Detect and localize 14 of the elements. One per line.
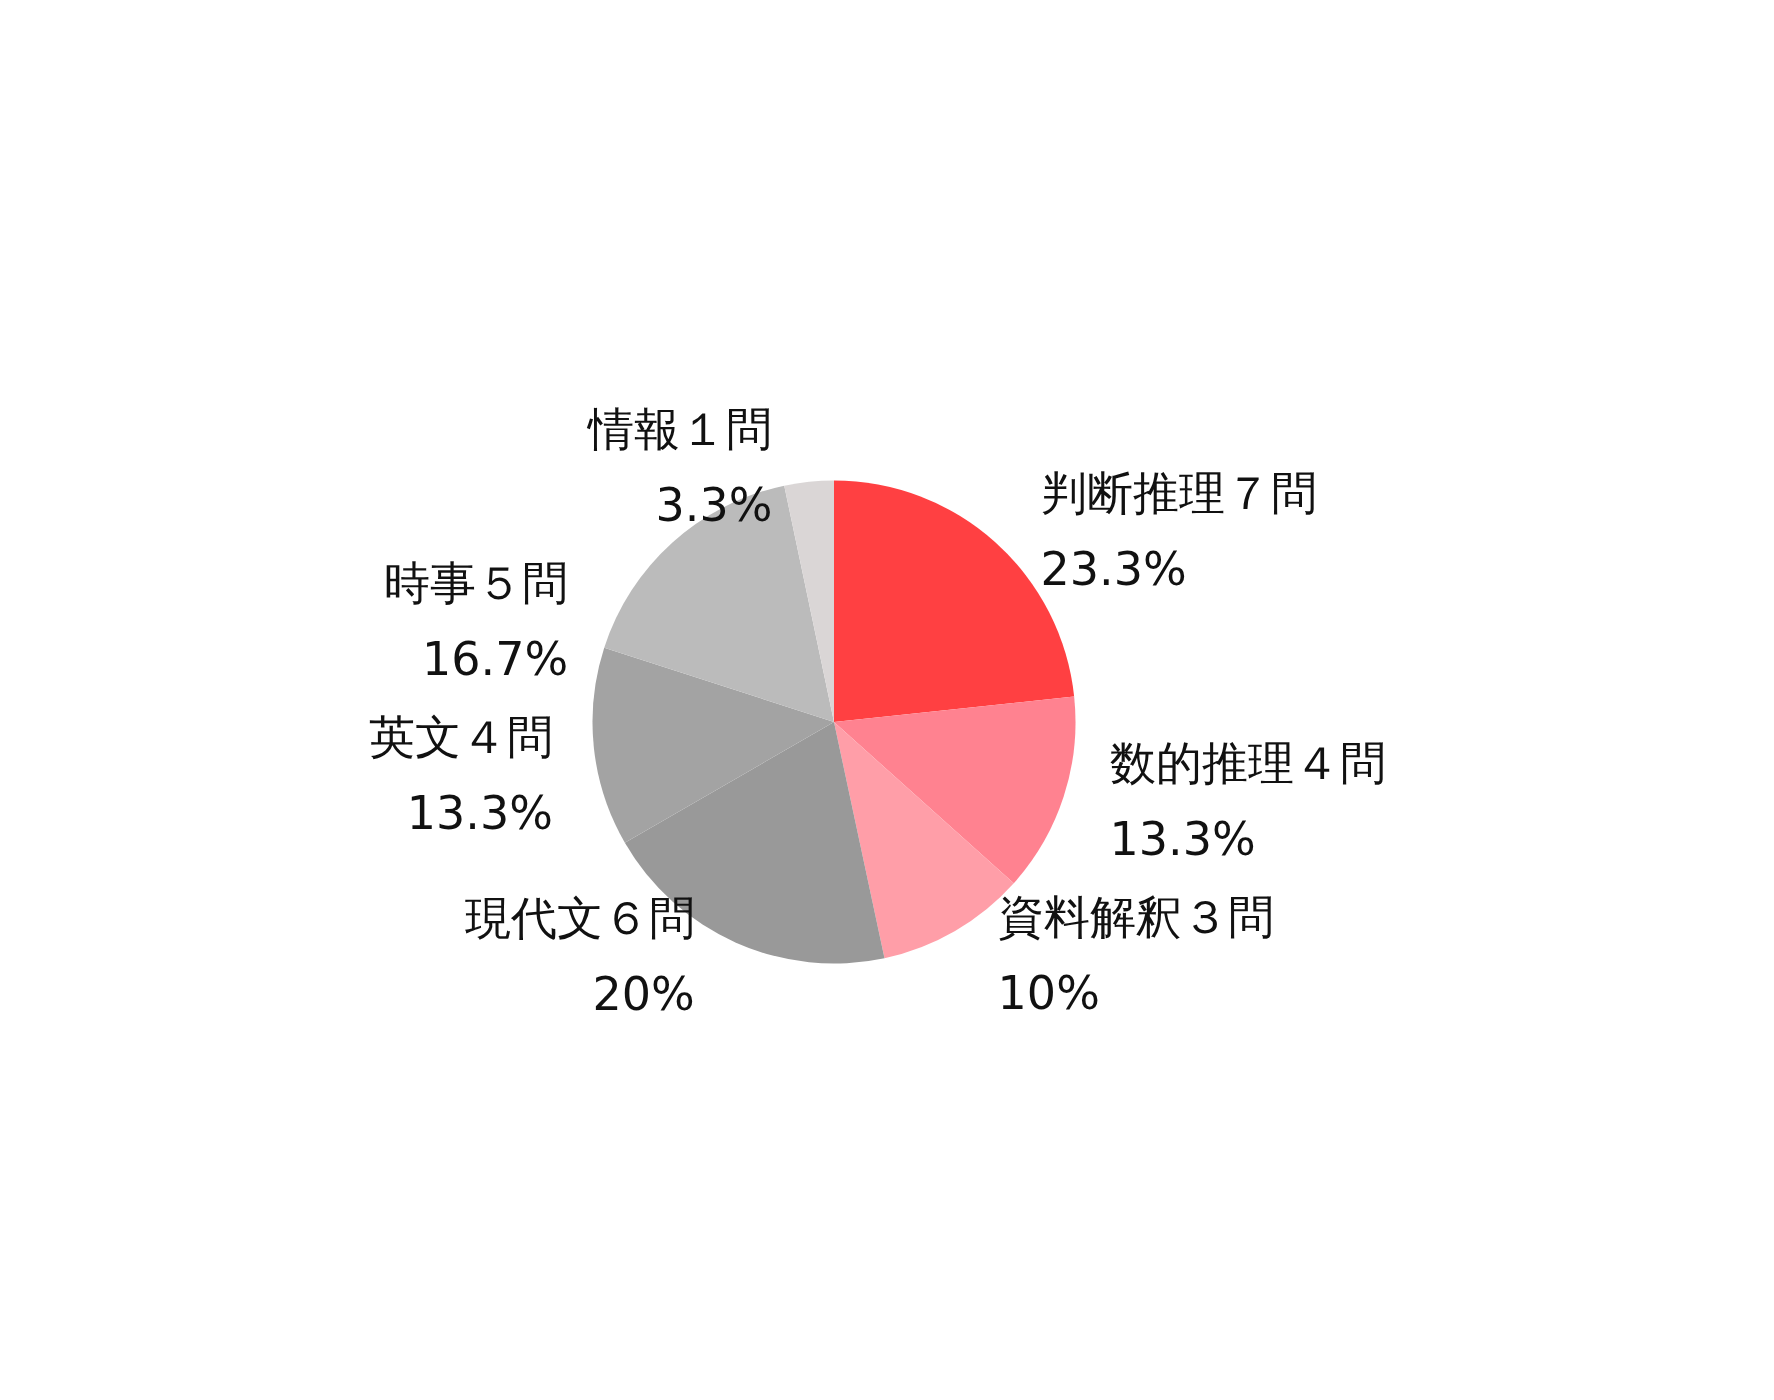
slice-label: 判断推理７問 bbox=[1040, 466, 1317, 521]
slice-label: 資料解釈３問 bbox=[997, 889, 1274, 944]
slice-label: 情報１問 bbox=[586, 401, 773, 456]
data-label: 23.3% bbox=[1040, 542, 1187, 597]
slice-label: 現代文６問 bbox=[464, 891, 695, 946]
data-label: 20% bbox=[592, 967, 695, 1022]
data-label: 13.3% bbox=[406, 785, 553, 840]
slice-label: 時事５問 bbox=[384, 555, 569, 610]
data-label: 13.3% bbox=[1109, 811, 1256, 866]
data-label: 10% bbox=[997, 965, 1100, 1020]
data-label: 3.3% bbox=[655, 477, 773, 532]
data-label: 16.7% bbox=[422, 631, 569, 686]
slice-label: 英文４問 bbox=[368, 709, 553, 764]
slice-label: 数的推理４問 bbox=[1109, 735, 1386, 790]
